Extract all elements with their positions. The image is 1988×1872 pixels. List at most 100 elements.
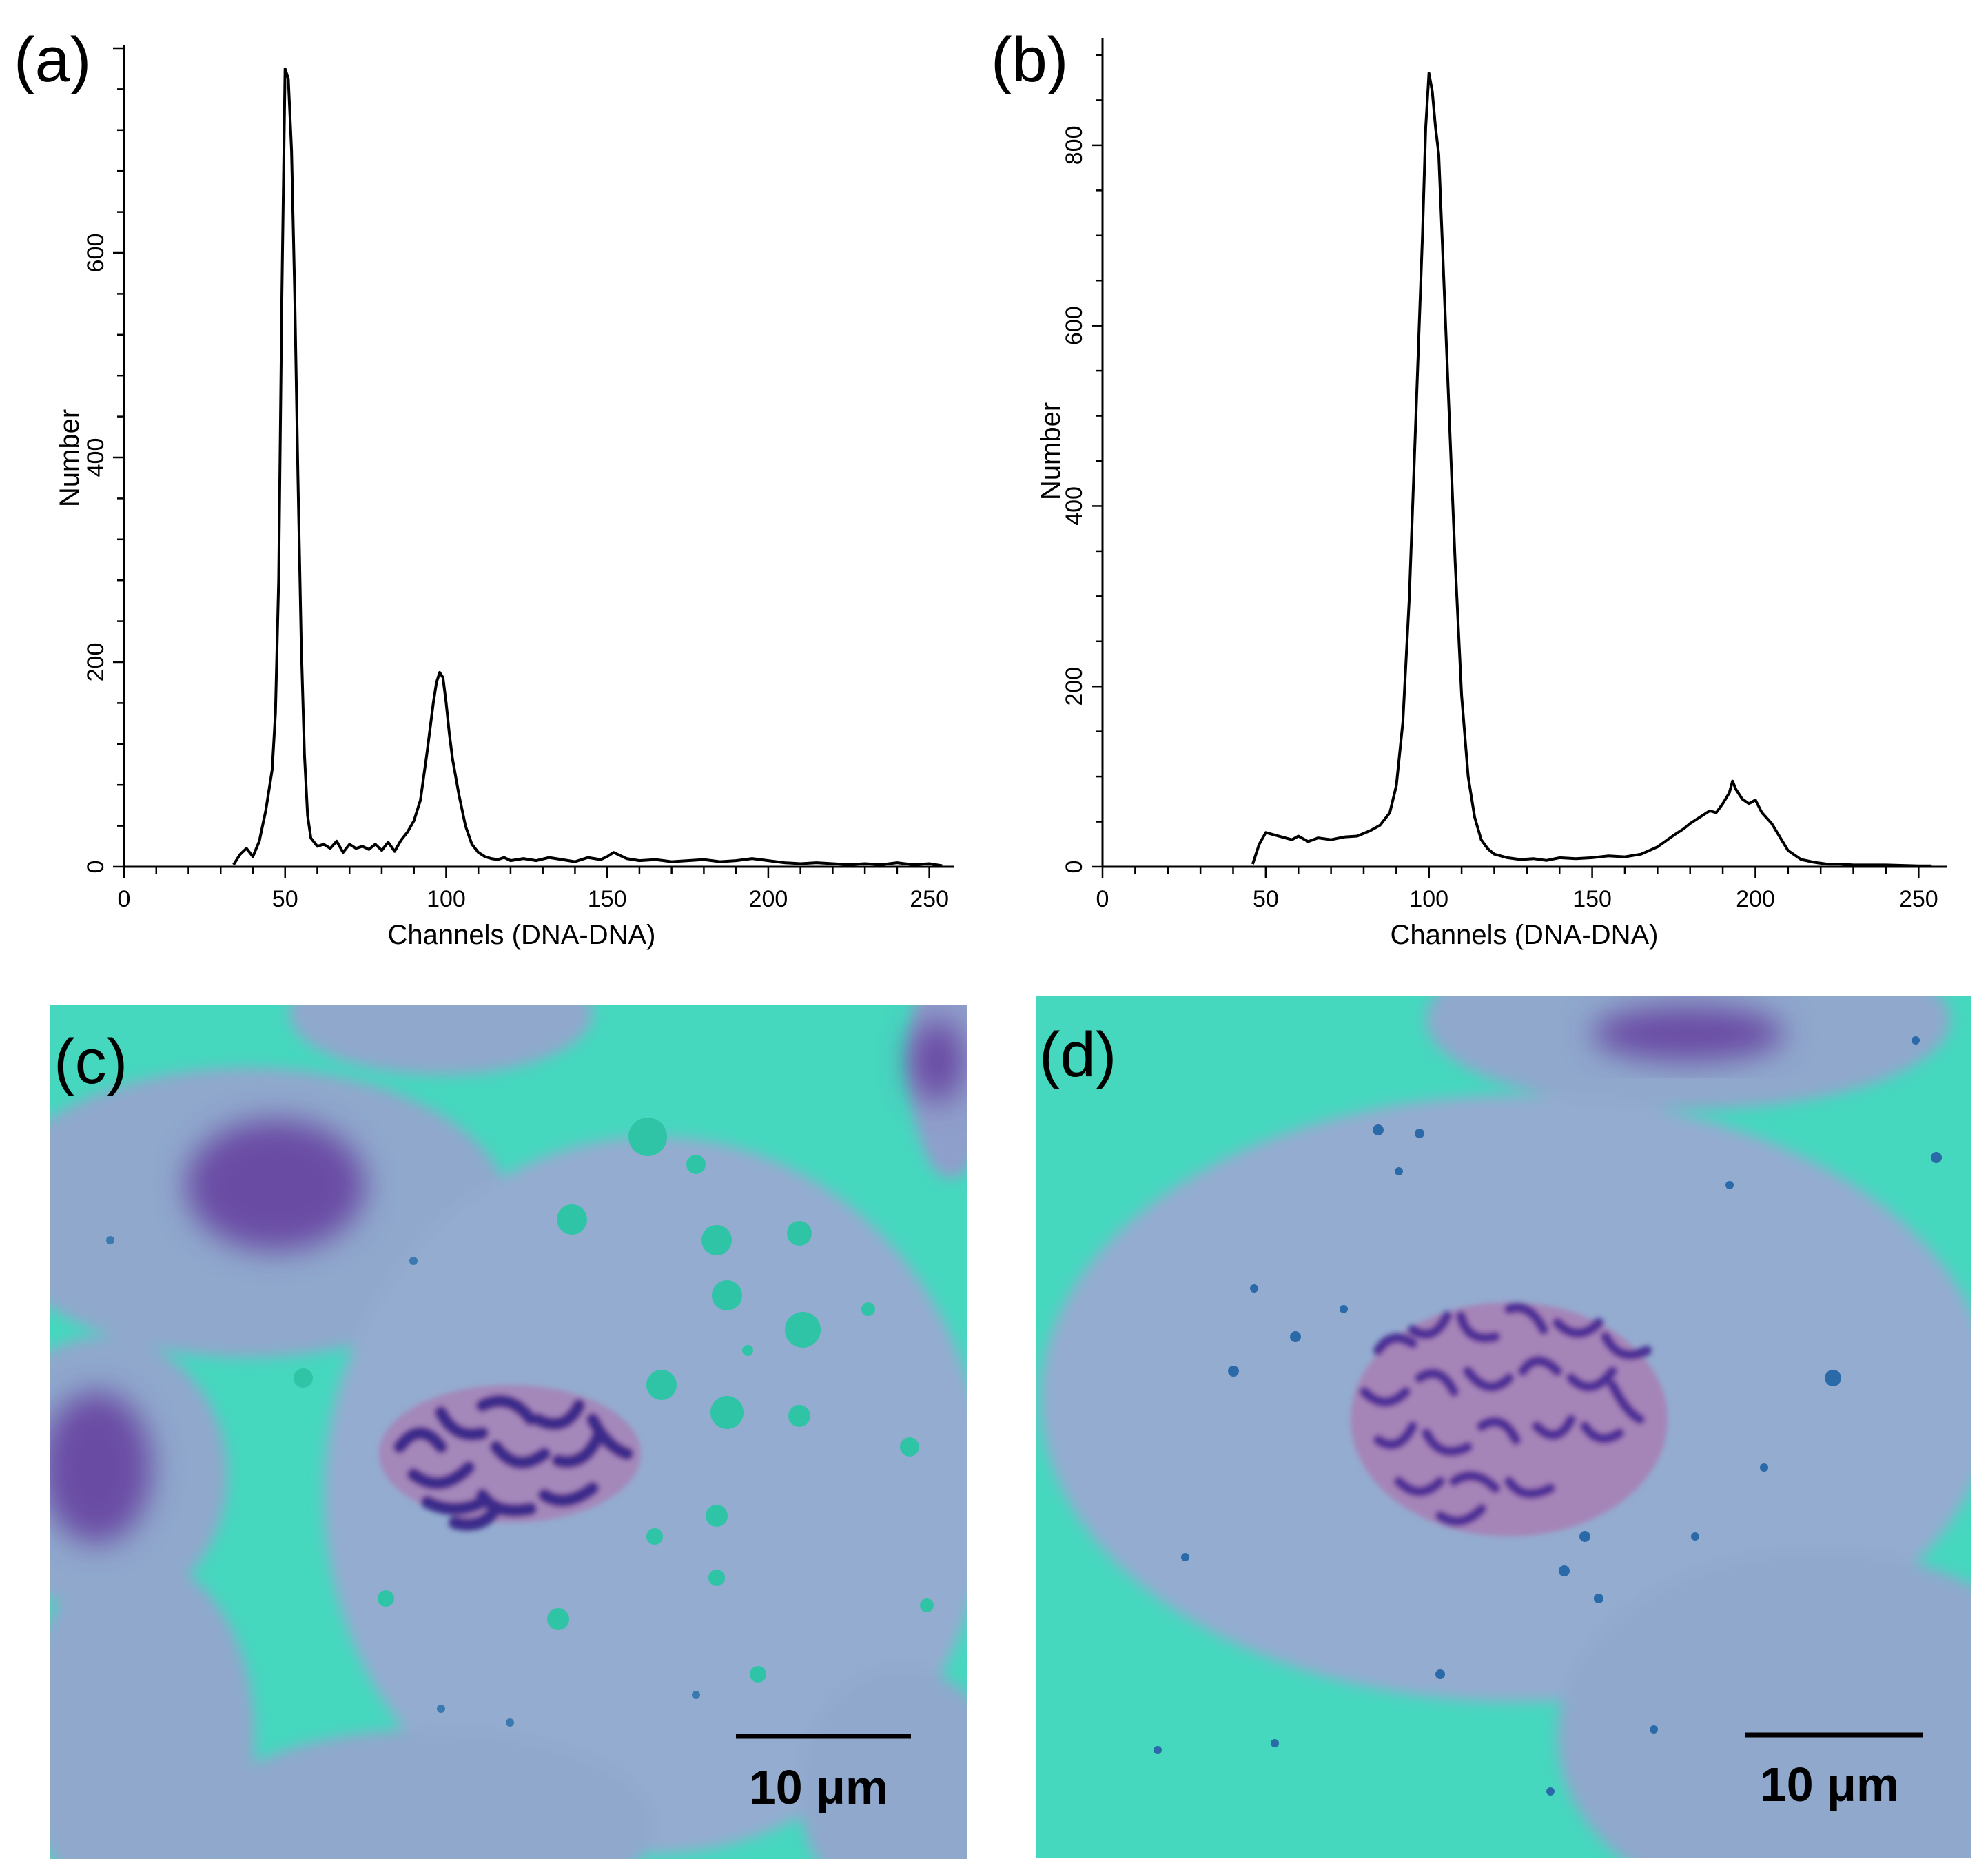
chromosome: [1608, 1380, 1645, 1424]
droplet: [1250, 1284, 1258, 1293]
chromosome: [1463, 1366, 1514, 1392]
droplet: [692, 1691, 700, 1699]
droplet: [378, 1590, 394, 1607]
chart-a: (a) 0 50 100 150 200 250 0 200 400 600 Channels (…: [14, 25, 954, 950]
y-axis-label-a: Number: [54, 409, 85, 507]
droplet: [706, 1505, 728, 1527]
series-line-a: [232, 67, 943, 867]
droplet: [1228, 1366, 1239, 1377]
cell-c-top-edge: [289, 1005, 593, 1075]
x-tick-label: 250: [1899, 886, 1938, 912]
droplet: [1691, 1532, 1699, 1541]
droplet: [646, 1370, 677, 1400]
y-tick-label: 600: [1061, 306, 1087, 345]
chromosome: [1422, 1428, 1473, 1457]
droplet: [708, 1570, 725, 1586]
droplet: [557, 1204, 587, 1235]
x-tick-label: 0: [1096, 886, 1109, 912]
droplet: [1579, 1531, 1590, 1542]
chromosome: [1553, 1318, 1603, 1338]
droplet: [701, 1225, 732, 1255]
chromosome: [1360, 1387, 1411, 1407]
droplet: [294, 1368, 313, 1388]
panel-label-a: (a): [14, 25, 91, 95]
panel-label-d: (d): [1039, 1020, 1116, 1090]
chromosome: [1566, 1366, 1617, 1392]
y-tick-label: 200: [1061, 667, 1087, 706]
chromosome: [1394, 1477, 1445, 1496]
chromosome-cluster-c: [379, 1385, 641, 1531]
ticks-b: [1092, 54, 1920, 878]
x-axis-label-b: Channels (DNA-DNA): [1391, 920, 1659, 950]
droplet: [1546, 1787, 1555, 1796]
droplet: [1559, 1565, 1570, 1576]
droplet: [1373, 1124, 1384, 1135]
x-tick-label: 50: [272, 886, 298, 912]
chromosome: [476, 1395, 537, 1426]
droplet: [1340, 1305, 1348, 1313]
y-tick-label: 800: [1061, 126, 1087, 165]
chromosome: [1601, 1332, 1652, 1360]
cell-c-bottom-right: [799, 1667, 967, 1859]
droplet: [1760, 1463, 1768, 1472]
chromosome: [435, 1406, 489, 1441]
droplet: [1435, 1669, 1445, 1679]
tick-labels-b: 0 50 100 150 200 250 0 200 400 600 800: [1061, 126, 1938, 912]
x-tick-label: 150: [1572, 886, 1612, 912]
micrograph-d: 10 μm (d): [1036, 996, 1971, 1858]
chromosome-cluster-d: [1351, 1302, 1668, 1536]
scale-label-d: 10 μm: [1760, 1758, 1899, 1811]
chart-b: (b) 0 50 100 150 200 250 0 200 400 600 800 Channel…: [991, 25, 1947, 950]
droplet: [750, 1666, 766, 1683]
chromatin-d-top: [1592, 1006, 1785, 1061]
chromosome: [1518, 1356, 1562, 1376]
x-tick-label: 0: [118, 886, 131, 912]
droplet: [409, 1257, 418, 1265]
y-tick-label: 0: [1061, 861, 1087, 874]
chromosome: [1435, 1504, 1486, 1526]
chromosome: [1456, 1311, 1500, 1343]
chromosome: [1449, 1471, 1500, 1493]
droplet: [861, 1302, 875, 1316]
tick-labels-a: 0 50 100 150 200 250 0 200 400 600: [83, 234, 949, 912]
chromosome: [538, 1482, 599, 1507]
chromosome: [449, 1503, 502, 1531]
chromosome: [1477, 1417, 1521, 1445]
x-tick-label: 50: [1253, 886, 1279, 912]
droplet: [1415, 1129, 1424, 1138]
chromatin-c: [50, 1020, 965, 1543]
chromosome: [1580, 1421, 1624, 1443]
x-tick-label: 150: [588, 886, 627, 912]
droplet: [628, 1118, 667, 1156]
y-tick-label: 200: [83, 643, 109, 682]
cell-c-bottom-left: [50, 1557, 255, 1859]
cell-c-bottom: [200, 1729, 655, 1859]
droplet: [742, 1345, 753, 1356]
chromosome: [586, 1413, 633, 1460]
y-tick-label: 400: [83, 438, 109, 477]
droplet: [1181, 1553, 1189, 1561]
ticks-a: [113, 47, 930, 878]
droplet: [1154, 1746, 1162, 1754]
droplet: [1594, 1594, 1603, 1603]
y-tick-label: 600: [83, 234, 109, 273]
x-tick-label: 250: [910, 886, 949, 912]
x-axis-label-a: Channels (DNA-DNA): [388, 920, 656, 950]
chromosome: [1373, 1333, 1417, 1355]
droplet: [1825, 1370, 1841, 1386]
x-tick-label: 100: [427, 886, 466, 912]
chromatin-d: [1592, 1006, 1785, 1061]
droplet: [506, 1718, 514, 1727]
chromosome: [1415, 1368, 1459, 1397]
droplet: [787, 1221, 812, 1246]
panel-label-b: (b): [991, 25, 1068, 95]
droplet: [106, 1236, 114, 1244]
droplets-d: [1154, 1036, 1942, 1796]
x-tick-label: 200: [1736, 886, 1775, 912]
chromosome: [490, 1441, 551, 1469]
droplet: [1912, 1036, 1920, 1045]
chromosome: [1504, 1303, 1548, 1335]
droplet: [1290, 1331, 1301, 1342]
droplet: [646, 1528, 663, 1545]
